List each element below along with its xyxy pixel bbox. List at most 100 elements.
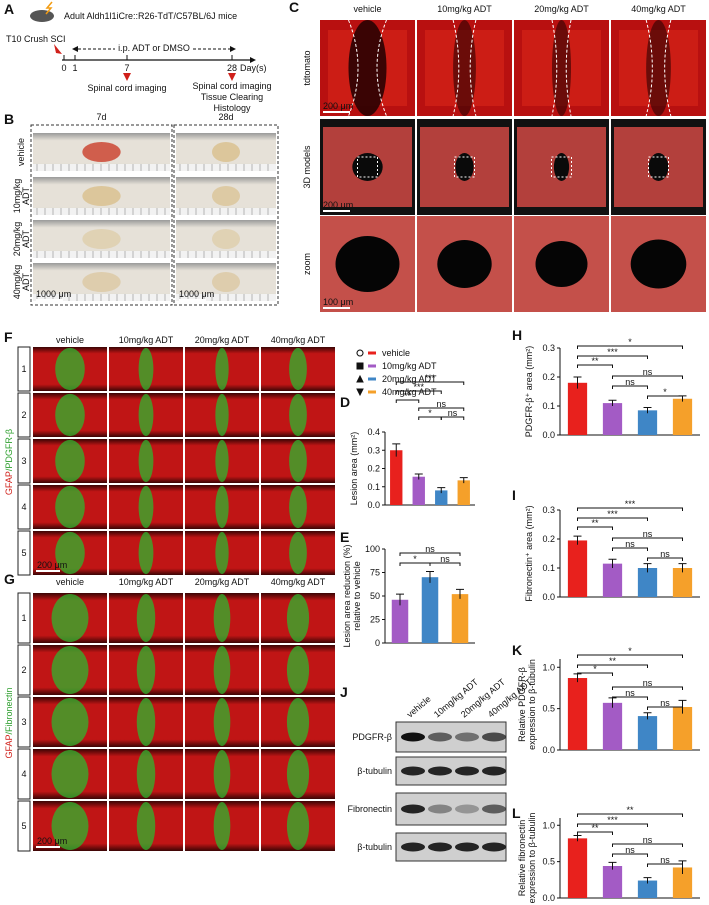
y-tick-label: 0.0	[542, 745, 555, 755]
zoom-box	[357, 156, 378, 178]
stain-gfap: GFAP	[4, 735, 14, 759]
lesion-stain	[138, 393, 154, 437]
bar	[602, 866, 623, 898]
blot-row-label: β-tubulin	[357, 842, 392, 852]
panel-label: J	[340, 684, 348, 700]
lesion-stain	[215, 439, 229, 483]
lesion-stain	[55, 439, 85, 483]
error-bar	[608, 861, 617, 870]
bar	[602, 563, 623, 597]
y-tick-label: 0.0	[542, 592, 555, 602]
band	[455, 842, 479, 852]
band	[401, 842, 425, 852]
scale-bar-label: 200 μm	[37, 560, 67, 570]
day-label: 7	[124, 63, 129, 73]
significance-bracket	[612, 853, 648, 857]
bar	[567, 540, 588, 597]
row-box	[17, 644, 31, 696]
error-bar	[392, 443, 401, 457]
stain-marker: /Fibronectin	[4, 687, 14, 734]
ruler	[33, 251, 170, 258]
significance-bracket	[577, 526, 613, 530]
significance-label: ns	[625, 377, 635, 387]
row-box	[17, 696, 31, 748]
bar	[567, 382, 588, 435]
ruler	[176, 294, 276, 301]
zoom-hole	[437, 240, 492, 288]
significance-bracket	[577, 831, 613, 835]
scale-bar-label: 1000 μm	[179, 289, 214, 299]
error-bar	[678, 860, 687, 874]
significance-bracket	[395, 390, 442, 394]
panel-label: D	[340, 394, 350, 410]
error-bar	[573, 376, 582, 389]
panel-label: B	[4, 111, 14, 127]
significance-label: ns	[660, 698, 670, 708]
y-tick-label: 1.0	[542, 820, 555, 830]
lesion-stain	[289, 485, 307, 529]
row-number: 4	[21, 769, 26, 779]
significance-bracket	[612, 686, 683, 690]
ruler	[33, 208, 170, 215]
y-tick-label: 0.3	[367, 445, 380, 455]
y-tick-label: 0.2	[542, 534, 555, 544]
column-header: 40mg/kg ADT	[271, 335, 326, 345]
significance-bracket	[577, 364, 613, 368]
lesion	[212, 142, 240, 162]
significance-bracket	[577, 355, 648, 359]
scale-bar-label: 100 μm	[323, 297, 353, 307]
bar	[567, 838, 588, 898]
lesion-stain	[138, 485, 154, 529]
y-tick-label: 0.5	[542, 704, 555, 714]
significance-label: ***	[607, 815, 618, 825]
lesion-stain	[215, 485, 229, 529]
row-number: 2	[21, 665, 26, 675]
stain-marker: /PDGFR-β	[4, 429, 14, 471]
band	[428, 732, 452, 742]
lesion-stain	[51, 646, 89, 694]
y-axis-label: Relative fibronectin	[517, 820, 527, 897]
y-tick-label: 0	[375, 638, 380, 648]
significance-label: ns	[643, 529, 653, 539]
significance-label: ns	[625, 688, 635, 698]
row-number: 5	[21, 548, 26, 558]
bar	[637, 716, 658, 750]
treatment-head	[230, 46, 236, 52]
y-tick-label: 0.3	[542, 343, 555, 353]
lesion-stain	[51, 802, 89, 850]
lesion-stain	[286, 750, 310, 798]
model-lesion	[553, 153, 570, 181]
band	[482, 804, 506, 814]
significance-label: ***	[425, 373, 436, 383]
y-tick-label: 0.2	[542, 372, 555, 382]
lesion-stain	[213, 698, 231, 746]
blot-row-label: β-tubulin	[357, 766, 392, 776]
stain-gfap: GFAP	[4, 471, 14, 495]
lesion-stain	[136, 802, 156, 850]
band	[401, 804, 425, 814]
row-number: 2	[21, 410, 26, 420]
row-number: 1	[21, 364, 26, 374]
model-lesion	[352, 153, 383, 181]
lesion-outline	[348, 19, 387, 117]
significance-label: **	[626, 805, 634, 815]
error-bar	[608, 399, 617, 406]
legend-marker	[356, 388, 364, 397]
error-bar	[643, 712, 652, 720]
bar	[672, 706, 693, 750]
day-label: 28	[227, 63, 237, 73]
lesion-stain	[138, 439, 154, 483]
row-number: 3	[21, 717, 26, 727]
significance-label: ns	[660, 549, 670, 559]
significance-label: ns	[425, 544, 435, 554]
y-axis-label: expression to β-tubulin	[527, 813, 537, 904]
legend-marker	[356, 362, 364, 370]
group-label: ADT	[21, 229, 31, 248]
column-header: 10mg/kg ADT	[437, 4, 492, 14]
error-bar	[437, 487, 446, 494]
model-lesion	[455, 153, 474, 181]
lesion-stain	[138, 531, 154, 575]
lane-label: vehicle	[405, 694, 433, 720]
ruler	[33, 164, 170, 171]
panel-label: H	[512, 327, 522, 343]
